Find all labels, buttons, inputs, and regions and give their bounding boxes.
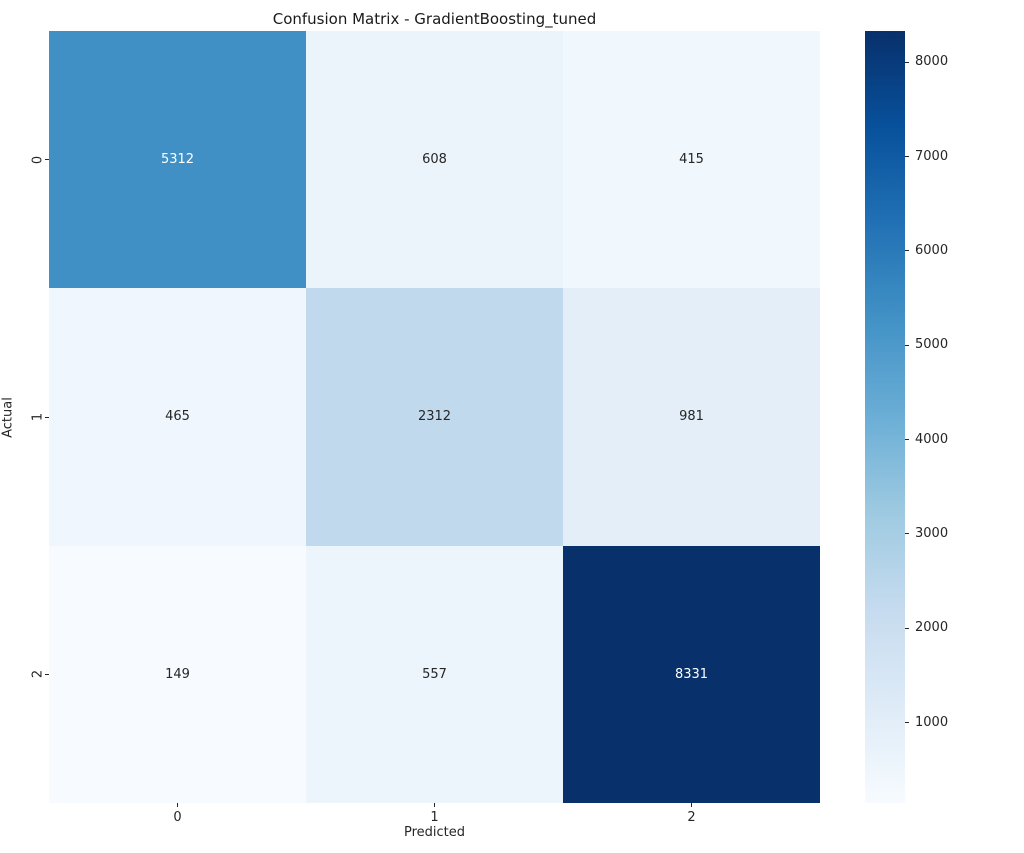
colorbar-tick-label: 7000 [915,148,949,164]
heatmap-cell: 415 [563,31,820,289]
colorbar-tick-label: 5000 [915,337,949,353]
y-tick-mark [45,416,49,418]
colorbar-tick-label: 3000 [915,525,949,541]
colorbar-tick-mark [905,344,909,346]
colorbar-tick-mark [905,61,909,63]
colorbar-tick-label: 1000 [915,714,949,730]
colorbar-tick-mark [905,439,909,441]
x-tick-label: 2 [687,810,696,825]
x-tick-mark [691,803,692,807]
y-tick-label: 0 [30,155,46,164]
x-tick-label: 0 [173,810,182,825]
x-tick-mark [434,803,435,807]
heatmap-cell: 8331 [563,545,820,803]
colorbar-tick-mark [905,250,909,252]
y-tick-mark [45,673,49,675]
colorbar-tick-mark [905,533,909,535]
x-axis-label: Predicted [403,825,466,840]
colorbar-tick-mark [905,156,909,158]
heatmap-cell: 5312 [49,31,306,289]
colorbar-tick-label: 8000 [915,54,949,70]
heatmap-grid: 5312 608 415 465 2312 981 149 557 8331 [49,31,820,803]
y-tick-label: 2 [30,670,46,679]
y-tick-label: 1 [30,412,46,422]
heatmap-cell: 465 [49,288,306,546]
x-tick-mark [177,803,178,807]
colorbar-tick-mark [905,722,909,724]
heatmap-cell: 149 [49,545,306,803]
heatmap-cell: 981 [563,288,820,546]
y-axis-label: Actual [0,397,16,438]
colorbar-tick-label: 2000 [915,620,949,636]
x-tick-label: 1 [430,810,439,825]
heatmap-cell: 557 [306,545,563,803]
y-tick-mark [45,159,49,161]
colorbar [865,31,905,803]
colorbar-tick-mark [905,627,909,629]
heatmap-cell: 2312 [306,288,563,546]
colorbar-tick-label: 4000 [915,431,949,447]
colorbar-tick-label: 6000 [915,242,949,258]
heatmap-cell: 608 [306,31,563,289]
chart-title: Confusion Matrix - GradientBoosting_tune… [272,10,597,28]
